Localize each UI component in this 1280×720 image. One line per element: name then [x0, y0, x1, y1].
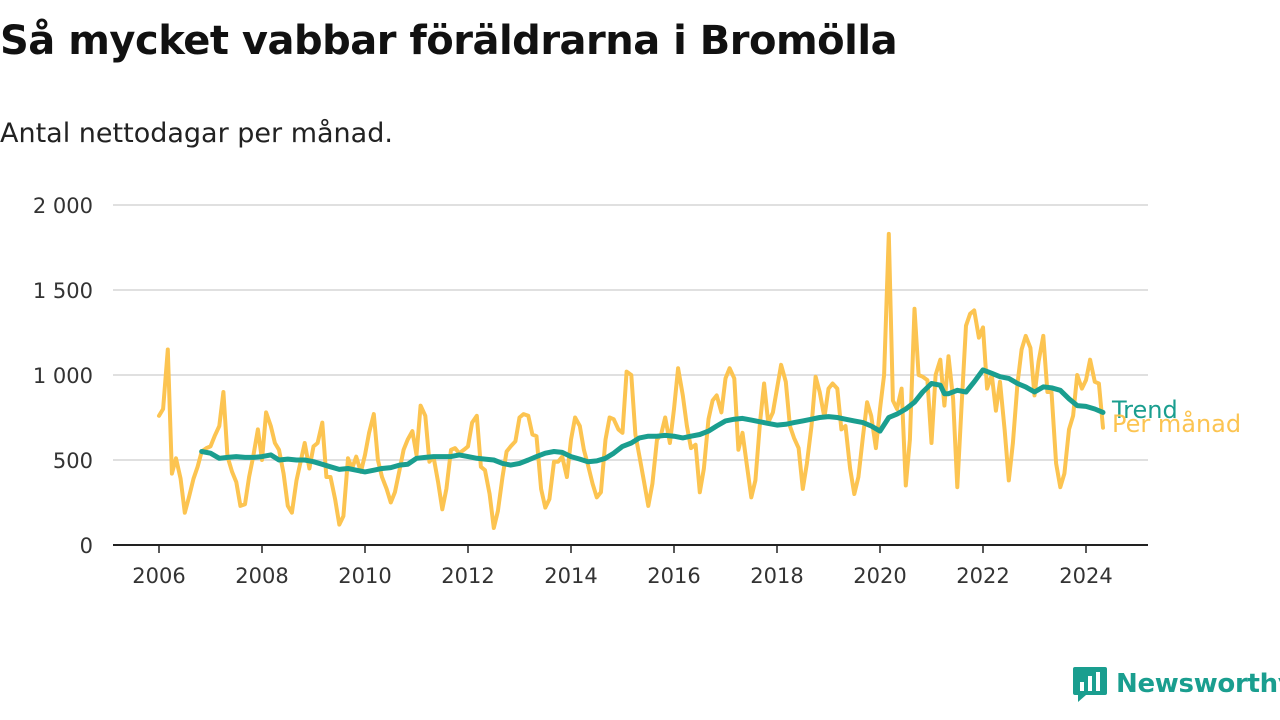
- x-tick-label: 2010: [338, 564, 391, 588]
- x-tick-label: 2012: [441, 564, 494, 588]
- x-tick-label: 2016: [647, 564, 700, 588]
- brand-logo: Newsworthy: [1072, 664, 1280, 704]
- series-line-per-manad: [157, 231, 1105, 530]
- x-tick-label: 2022: [956, 564, 1009, 588]
- x-tick-label: 2020: [853, 564, 906, 588]
- x-tick-label: 2018: [750, 564, 803, 588]
- chart-title: Så mycket vabbar föräldrarna i Bromölla: [0, 18, 898, 64]
- y-tick-label: 1 000: [33, 364, 93, 388]
- series-label-trend: Trend: [1111, 396, 1178, 424]
- y-tick-label: 2 000: [33, 194, 93, 218]
- y-tick-label: 0: [80, 534, 93, 558]
- y-tick-label: 500: [53, 449, 93, 473]
- x-tick-label: 2014: [544, 564, 597, 588]
- y-tick-label: 1 500: [33, 279, 93, 303]
- axes: 0 500 1 000 1 500 2 000 2006 2008 2010 2012 2014 2…: [33, 194, 1148, 588]
- series-lines: [157, 231, 1106, 530]
- series-label-per-manad: Per månad: [1112, 409, 1241, 438]
- bar-chart-bubble-icon: [1073, 667, 1107, 702]
- brand-name: Newsworthy: [1116, 669, 1280, 699]
- x-tick-label: 2006: [132, 564, 185, 588]
- chart-subtitle: Antal nettodagar per månad.: [0, 118, 393, 149]
- series-line-trend: [199, 367, 1106, 475]
- x-tick-label: 2008: [235, 564, 288, 588]
- x-tick-label: 2024: [1059, 564, 1112, 588]
